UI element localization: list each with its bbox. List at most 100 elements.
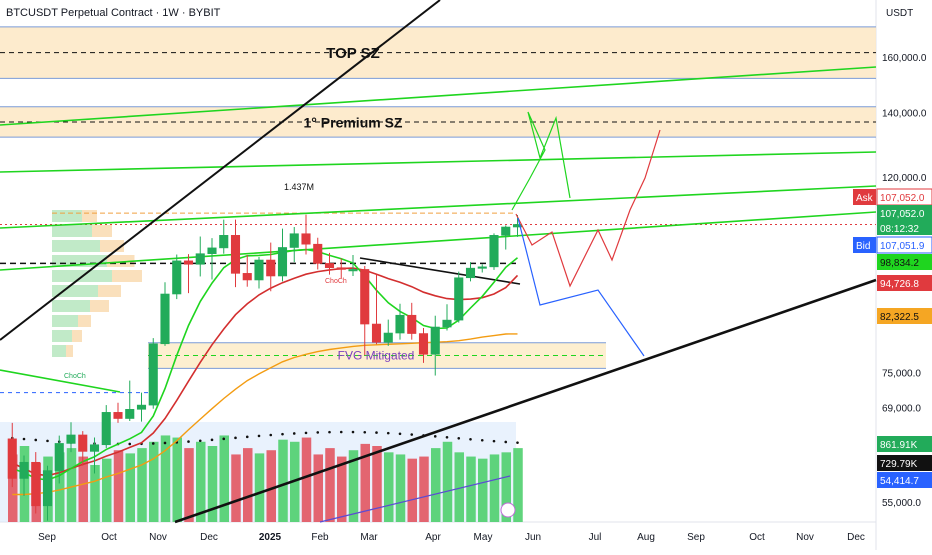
volume-bar-36 — [431, 448, 441, 522]
time-label-1: Oct — [101, 532, 117, 543]
time-label-5: Feb — [311, 532, 329, 543]
volume-ma-dot-19 — [234, 436, 237, 440]
volume-ma-dot-16 — [198, 439, 202, 443]
candle-body-41 — [489, 235, 499, 268]
candle-body-6 — [78, 434, 88, 452]
volume-ma-dot-21 — [257, 434, 261, 438]
volume-bar-34 — [407, 458, 417, 522]
volume-bar-8 — [102, 458, 112, 522]
volume-bar-33 — [395, 454, 406, 522]
volume-ma-dot-22 — [269, 433, 273, 437]
price-badge-orange_ma — [877, 308, 932, 324]
zone-1 — [0, 106, 876, 138]
time-label-2: Nov — [149, 532, 167, 543]
volume-ma-dot-30 — [363, 430, 367, 434]
candle-body-28 — [336, 267, 346, 270]
volume-ma-dot-1 — [22, 437, 26, 441]
volume-profile-bar-6 — [52, 300, 90, 312]
volume-bar-26 — [313, 454, 323, 522]
time-label-12: Sep — [687, 532, 705, 543]
volume-ma-dot-43 — [516, 441, 519, 444]
candle-body-5 — [66, 434, 76, 444]
candle-body-38 — [454, 277, 464, 321]
volume-ma-dot-3 — [46, 439, 49, 443]
volume-ma-dot-36 — [433, 435, 437, 438]
volume-bar-42 — [501, 452, 511, 522]
price-badge-text-bid: 107,051.9 — [880, 241, 925, 252]
time-label-14: Nov — [796, 532, 814, 543]
volume-profile-tail-1 — [92, 225, 112, 237]
time-label-0: Sep — [38, 532, 56, 543]
volume-bar-40 — [478, 458, 488, 522]
candle-body-10 — [125, 409, 135, 419]
volume-ma-dot-41 — [492, 439, 496, 443]
volume-bar-18 — [219, 435, 229, 522]
volume-profile-bar-0 — [52, 210, 82, 222]
volume-bar-21 — [254, 453, 265, 522]
volume-ma-dot-26 — [316, 431, 320, 434]
candle-body-42 — [501, 226, 511, 236]
volume-ma-line — [319, 475, 511, 523]
volume-bar-20 — [243, 448, 253, 522]
volume-profile-tail-9 — [66, 345, 73, 357]
price-badge-text-last: 107,052.0 — [880, 209, 925, 220]
candle-body-15 — [183, 260, 194, 265]
price-badge-vol_ma — [877, 472, 932, 488]
candle-body-39 — [465, 267, 476, 279]
price-badge-label-ask_label: Ask — [856, 193, 874, 204]
candle-body-24 — [289, 233, 299, 248]
volume-profile-bar-5 — [52, 285, 98, 297]
volume-profile-bar-7 — [52, 315, 78, 327]
volume-bar-4 — [55, 452, 65, 522]
volume-ma-dot-23 — [281, 432, 284, 436]
candle-body-34 — [407, 314, 417, 334]
candle-body-35 — [418, 333, 429, 355]
price-badge-label-bg-ask_label — [853, 189, 876, 205]
volume-ma-dot-18 — [222, 437, 226, 441]
price-badge-red_ma — [877, 275, 932, 291]
price-tick-6: 55,000.0 — [882, 498, 921, 509]
candle-body-3 — [42, 470, 53, 507]
time-label-3: Dec — [200, 532, 218, 543]
price-badge-vol_b — [877, 455, 932, 471]
candle-body-20 — [242, 273, 252, 281]
chart-title: BTCUSDT Perpetual Contract · 1W · BYBIT — [6, 7, 221, 19]
peak-volume-label: 1.437M — [284, 182, 314, 192]
trend-channel-line-0 — [0, 66, 877, 126]
time-label-11: Aug — [637, 532, 655, 543]
price-tick-3: 75,000.0 — [882, 369, 921, 380]
choch-label-b: ChoCh — [64, 373, 86, 380]
volume-profile-tail-6 — [90, 300, 109, 312]
price-tick-1: 140,000.0 — [882, 109, 927, 120]
trendline-steep — [0, 0, 441, 341]
volume-ma-dot-33 — [398, 432, 402, 436]
volume-ma-dot-20 — [245, 435, 249, 439]
volume-bar-17 — [207, 446, 218, 522]
candle-body-1 — [19, 461, 29, 479]
price-badge-last — [877, 205, 932, 221]
time-label-6: Mar — [360, 532, 378, 543]
candle-body-25 — [301, 233, 311, 245]
candle-body-18 — [219, 235, 229, 249]
volume-bar-43 — [513, 448, 523, 522]
volume-ma-dot-25 — [304, 431, 308, 435]
price-badge-text-ask: 107,052.0 — [880, 193, 925, 204]
volume-profile-bar-9 — [52, 345, 66, 357]
volume-profile-tail-8 — [72, 330, 82, 342]
candle-body-27 — [324, 263, 335, 269]
candle-body-0 — [7, 438, 17, 479]
candle-body-30 — [360, 269, 370, 325]
volume-bar-39 — [466, 456, 476, 522]
volume-bar-6 — [78, 456, 88, 522]
price-badge-green_ma — [877, 254, 932, 270]
volume-bar-25 — [301, 437, 312, 522]
volume-ma-dot-12 — [151, 442, 155, 445]
volume-ma-dot-24 — [292, 432, 296, 435]
volume-bar-12 — [149, 441, 159, 522]
volume-bar-38 — [454, 452, 464, 522]
ma-red-line — [11, 267, 519, 477]
candle-body-31 — [371, 323, 382, 343]
candle-body-29 — [348, 269, 358, 272]
